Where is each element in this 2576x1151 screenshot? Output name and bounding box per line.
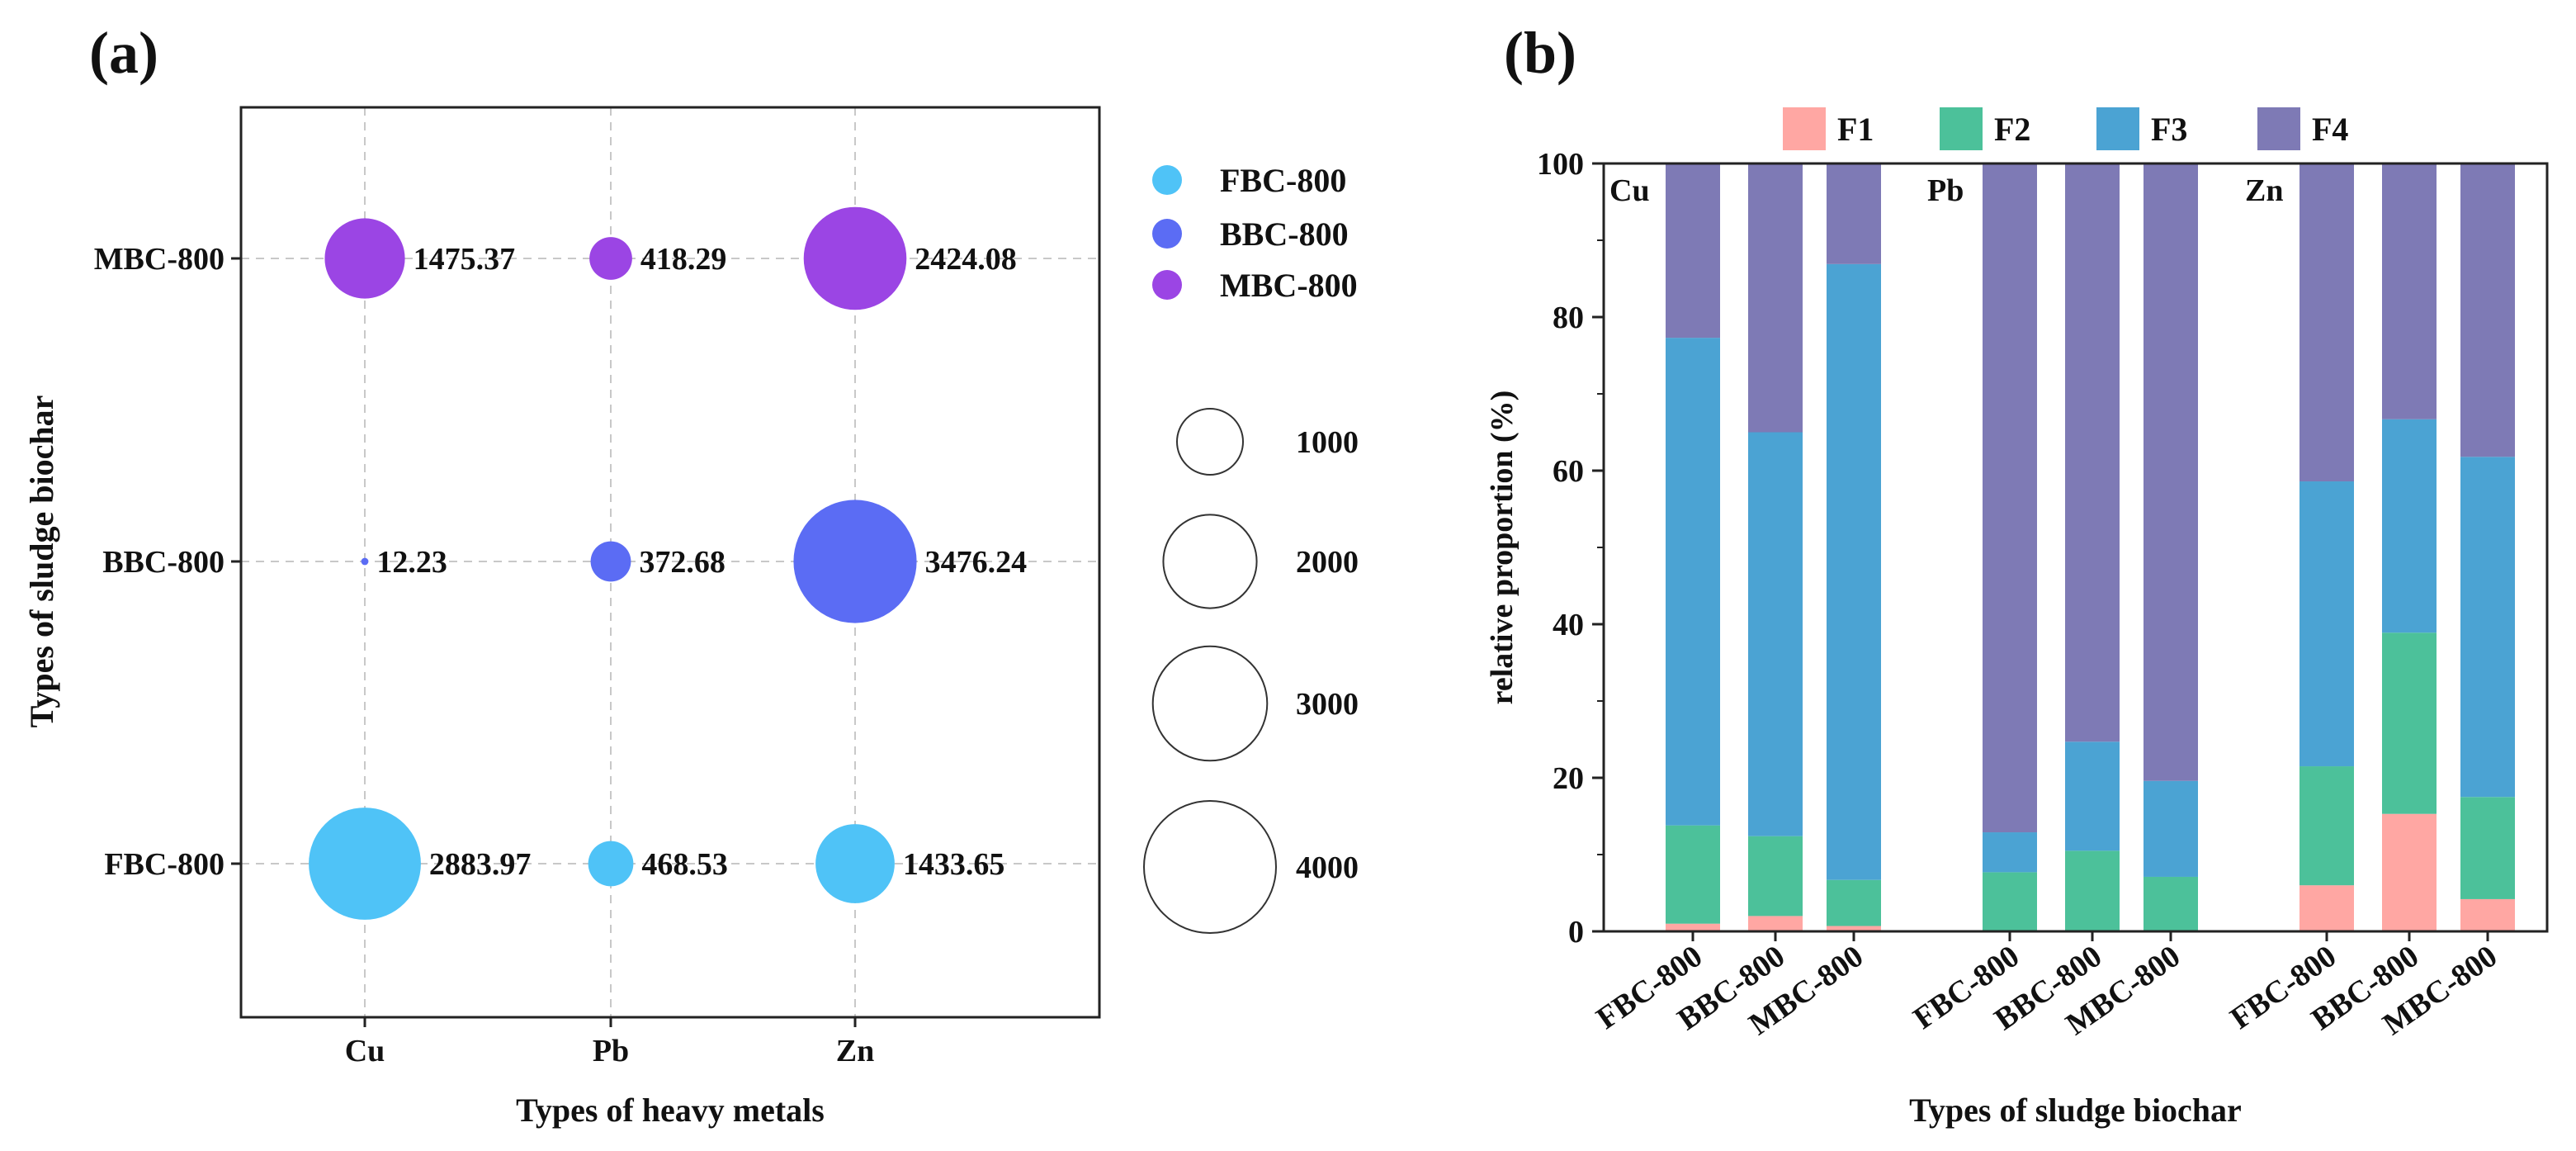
- group-label: Zn: [2245, 173, 2283, 208]
- bubble-value-label: 2424.08: [915, 242, 1017, 277]
- bar-segment-f1: [1827, 926, 1881, 931]
- bubble-chart-panel: (a) Cu Pb Zn FBC-800 BBC-800 MBC-800 Types of h…: [23, 20, 1359, 1129]
- bar-segment-f4: [1666, 163, 1720, 339]
- bar-segment-f3: [1827, 263, 1881, 880]
- legend-label: MBC-800: [1220, 267, 1358, 304]
- x-axis-title: Types of heavy metals: [516, 1092, 825, 1129]
- y-tick-label: BBC-800: [102, 545, 225, 580]
- legend-label: F2: [1994, 111, 2030, 148]
- bubble-value-label: 468.53: [641, 847, 728, 882]
- bar-segment-f3: [1748, 432, 1803, 836]
- y-tick-label: MBC-800: [94, 242, 225, 277]
- y-tick-label: 60: [1553, 454, 1584, 489]
- stacked-bar-chart-panel: (b)F1 F2 F3 F4020406080100FBC-800BBC-800MBC…: [1485, 20, 2549, 1129]
- bar-segment-f1: [1748, 916, 1803, 931]
- bar-segment-f2: [1666, 825, 1720, 924]
- bar-segment-f3: [2144, 780, 2198, 877]
- size-legend-circle: [1151, 645, 1269, 762]
- bar-segment-f3: [2382, 419, 2437, 633]
- bar-segment-f4: [2144, 163, 2198, 781]
- size-legend-label: 3000: [1296, 687, 1359, 722]
- bar-segment-f2: [1748, 836, 1803, 917]
- bar-segment-f1: [2460, 898, 2515, 931]
- group-label: Pb: [1927, 173, 1964, 208]
- group-label: Cu: [1609, 173, 1650, 208]
- bar-segment-f2: [1983, 872, 2037, 931]
- bubble-value-label: 418.29: [640, 242, 727, 277]
- legend-swatch-f4: [2257, 107, 2300, 150]
- legend-marker-fbc-800: [1152, 165, 1182, 195]
- bubble-mbc-800: [324, 218, 405, 299]
- x-tick-label: Zn: [836, 1034, 874, 1068]
- x-tick-label: Pb: [593, 1034, 629, 1068]
- bubble-mbc-800: [589, 237, 632, 280]
- bar-segment-f4: [2065, 163, 2120, 742]
- y-tick-label: 0: [1568, 915, 1584, 950]
- bubble-bbc-800: [590, 541, 631, 582]
- bar-segment-f3: [1983, 832, 2037, 873]
- y-tick-label: 40: [1553, 608, 1584, 642]
- bubble-bbc-800: [361, 557, 369, 566]
- bubble-value-label: 12.23: [376, 545, 447, 580]
- y-tick-label: 80: [1553, 301, 1584, 335]
- bar-segment-f3: [1666, 338, 1720, 826]
- bar-segment-f2: [2460, 797, 2515, 899]
- bar-segment-f1: [1666, 923, 1720, 931]
- legend-label: F1: [1837, 111, 1874, 148]
- legend-label: FBC-800: [1220, 162, 1346, 199]
- bubble-fbc-800: [815, 824, 895, 903]
- bar-segment-f2: [2065, 850, 2120, 931]
- y-axis-title: Types of sludge biochar: [23, 396, 60, 728]
- legend-label: F4: [2312, 111, 2348, 148]
- size-legend-circle: [1143, 800, 1277, 934]
- size-legend-label: 1000: [1296, 425, 1359, 460]
- legend-marker-mbc-800: [1152, 270, 1182, 300]
- bar-segment-f2: [2382, 632, 2437, 814]
- bar-segment-f3: [2065, 741, 2120, 851]
- bar-segment-f3: [2299, 481, 2354, 767]
- y-tick-label: FBC-800: [104, 847, 225, 882]
- bubble-value-label: 3476.24: [925, 545, 1028, 580]
- panel-label-a: (a): [89, 20, 158, 86]
- legend-label: F3: [2151, 111, 2187, 148]
- panel-label-b: (b): [1504, 20, 1576, 86]
- legend-swatch-f3: [2096, 107, 2139, 150]
- legend-marker-bbc-800: [1152, 219, 1182, 249]
- bar-segment-f2: [2144, 876, 2198, 931]
- legend-swatch-f2: [1940, 107, 1983, 150]
- bubble-value-label: 2883.97: [429, 847, 532, 882]
- bar-segment-f3: [2460, 457, 2515, 798]
- bubble-value-label: 1475.37: [414, 242, 516, 277]
- bubble-value-label: 372.68: [639, 545, 726, 580]
- bar-segment-f4: [2460, 163, 2515, 457]
- size-legend-circle: [1176, 408, 1244, 476]
- x-tick-label: Cu: [345, 1034, 385, 1068]
- y-tick-label: 100: [1537, 147, 1584, 182]
- bubble-fbc-800: [588, 841, 634, 887]
- y-tick-label: 20: [1553, 761, 1584, 796]
- bar-segment-f4: [1827, 163, 1881, 264]
- bar-segment-f1: [2382, 813, 2437, 931]
- y-axis-title: relative proportion (%): [1485, 391, 1520, 705]
- bar-segment-f4: [1748, 163, 1803, 433]
- size-legend-circle: [1162, 514, 1258, 609]
- bar-segment-f1: [2299, 885, 2354, 931]
- bubble-value-label: 1433.65: [903, 847, 1005, 882]
- size-legend-label: 4000: [1296, 850, 1359, 885]
- legend-swatch-f1: [1783, 107, 1826, 150]
- legend-label: BBC-800: [1220, 216, 1349, 253]
- x-axis-title: Types of sludge biochar: [1909, 1092, 2242, 1129]
- bar-segment-f4: [1983, 163, 2037, 833]
- bubble-fbc-800: [309, 808, 421, 920]
- bubble-bbc-800: [793, 500, 917, 623]
- bubble-mbc-800: [803, 206, 907, 310]
- size-legend-label: 2000: [1296, 545, 1359, 580]
- bar-segment-f4: [2382, 163, 2437, 419]
- bar-segment-f2: [2299, 766, 2354, 886]
- bar-segment-f4: [2299, 163, 2354, 482]
- bar-segment-f2: [1827, 879, 1881, 926]
